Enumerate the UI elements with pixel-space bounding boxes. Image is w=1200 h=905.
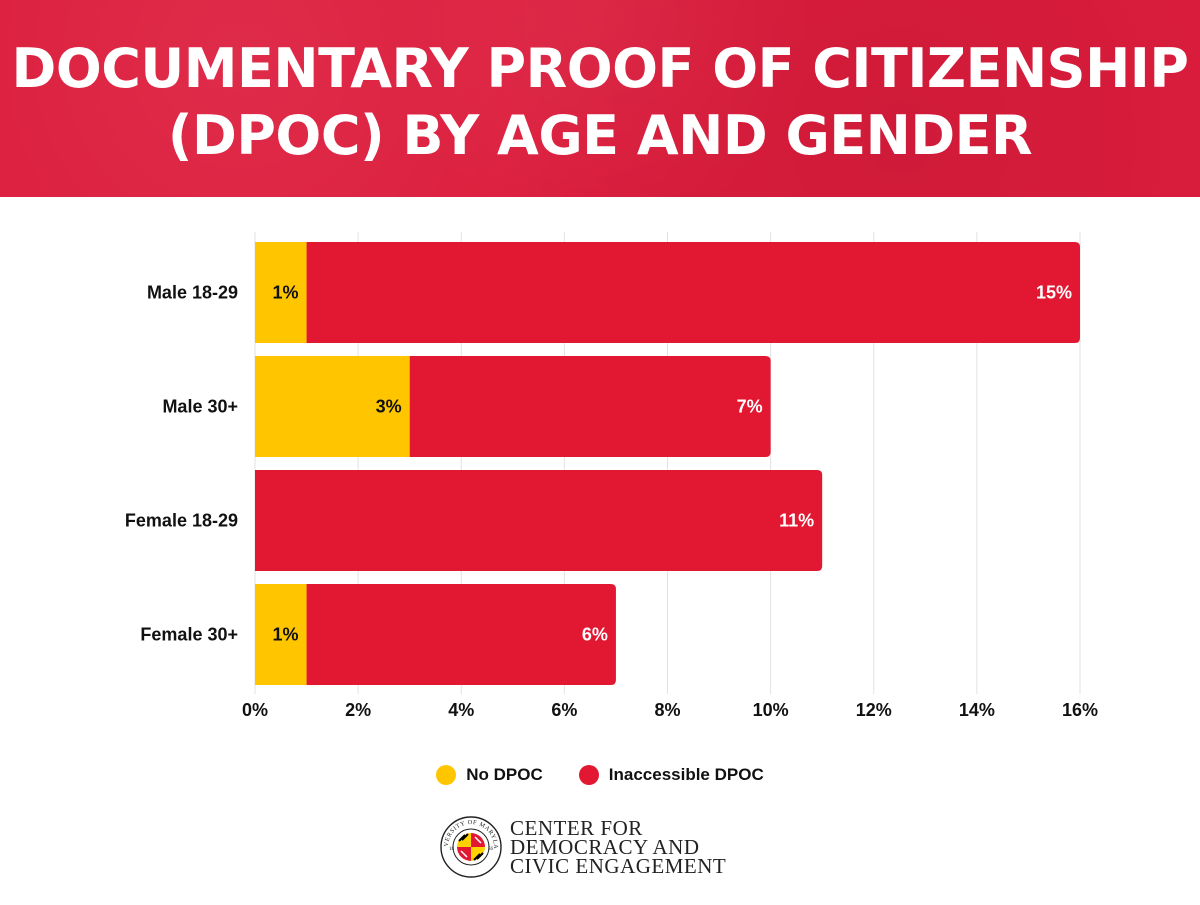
x-tick-label: 8% — [654, 700, 680, 720]
legend-item-inaccessible-dpoc: Inaccessible DPOC — [578, 765, 764, 785]
category-label: Female 30+ — [140, 625, 238, 645]
data-label: 7% — [737, 397, 763, 417]
legend-swatch-no-dpoc — [436, 765, 457, 785]
legend-swatch-inaccessible-dpoc — [578, 765, 599, 785]
category-label: Male 18-29 — [147, 283, 238, 303]
bar-chart: 1% 15% 3% 7% 11% 1% 6% Male 18-29 Male 30+ Femal… — [125, 232, 1098, 720]
chart-title-line2: (DPOC) BY AGE AND GENDER — [167, 104, 1033, 167]
org-name-line1: CENTER FOR — [510, 815, 643, 840]
category-label: Female 18-29 — [125, 511, 238, 531]
legend-label-inaccessible-dpoc: Inaccessible DPOC — [608, 765, 764, 784]
data-label: 3% — [376, 397, 402, 417]
category-label: Male 30+ — [162, 397, 238, 417]
data-labels: 1% 15% 3% 7% 11% 1% 6% — [273, 283, 1072, 645]
seal-year-left: 18 — [449, 847, 455, 852]
bar-segment — [306, 242, 1080, 343]
x-tick-label: 12% — [856, 700, 892, 720]
bars — [255, 242, 1080, 685]
x-tick-label: 16% — [1062, 700, 1098, 720]
org-name-line2: DEMOCRACY AND — [510, 834, 700, 859]
legend-item-no-dpoc: No DPOC — [436, 765, 543, 785]
seal-year-right: 56 — [488, 847, 494, 852]
x-tick-label: 10% — [753, 700, 789, 720]
bar-segment — [306, 584, 616, 685]
x-tick-label: 6% — [551, 700, 577, 720]
bar-segment — [255, 470, 823, 571]
data-label: 15% — [1036, 283, 1072, 303]
bar-segment — [255, 584, 307, 685]
data-label: 1% — [273, 625, 299, 645]
x-tick-label: 0% — [242, 700, 268, 720]
org-name-line3: CIVIC ENGAGEMENT — [510, 853, 727, 878]
umd-seal-icon: UNIVERSITY OF MARYLAND 18 56 — [440, 816, 502, 878]
data-label: 1% — [273, 283, 299, 303]
category-labels: Male 18-29 Male 30+ Female 18-29 Female 30+ — [125, 283, 238, 645]
x-axis-ticks: 0% 2% 4% 6% 8% 10% 12% 14% 16% — [242, 700, 1098, 720]
org-logo: UNIVERSITY OF MARYLAND 18 56 CENTER FOR … — [440, 814, 770, 880]
legend-label-no-dpoc: No DPOC — [466, 765, 543, 784]
header-banner: DOCUMENTARY PROOF OF CITIZENSHIP (DPOC) … — [0, 0, 1200, 197]
x-tick-label: 4% — [448, 700, 474, 720]
data-label: 6% — [582, 625, 608, 645]
x-tick-label: 2% — [345, 700, 371, 720]
bar-segment — [409, 356, 771, 457]
data-label: 11% — [779, 511, 814, 531]
bar-segment — [255, 356, 410, 457]
bar-segment — [255, 242, 307, 343]
org-name: CENTER FOR DEMOCRACY AND CIVIC ENGAGEMEN… — [510, 815, 727, 878]
chart-title-line1: DOCUMENTARY PROOF OF CITIZENSHIP — [11, 37, 1189, 100]
legend: No DPOC Inaccessible DPOC — [0, 765, 1200, 785]
x-tick-label: 14% — [959, 700, 995, 720]
